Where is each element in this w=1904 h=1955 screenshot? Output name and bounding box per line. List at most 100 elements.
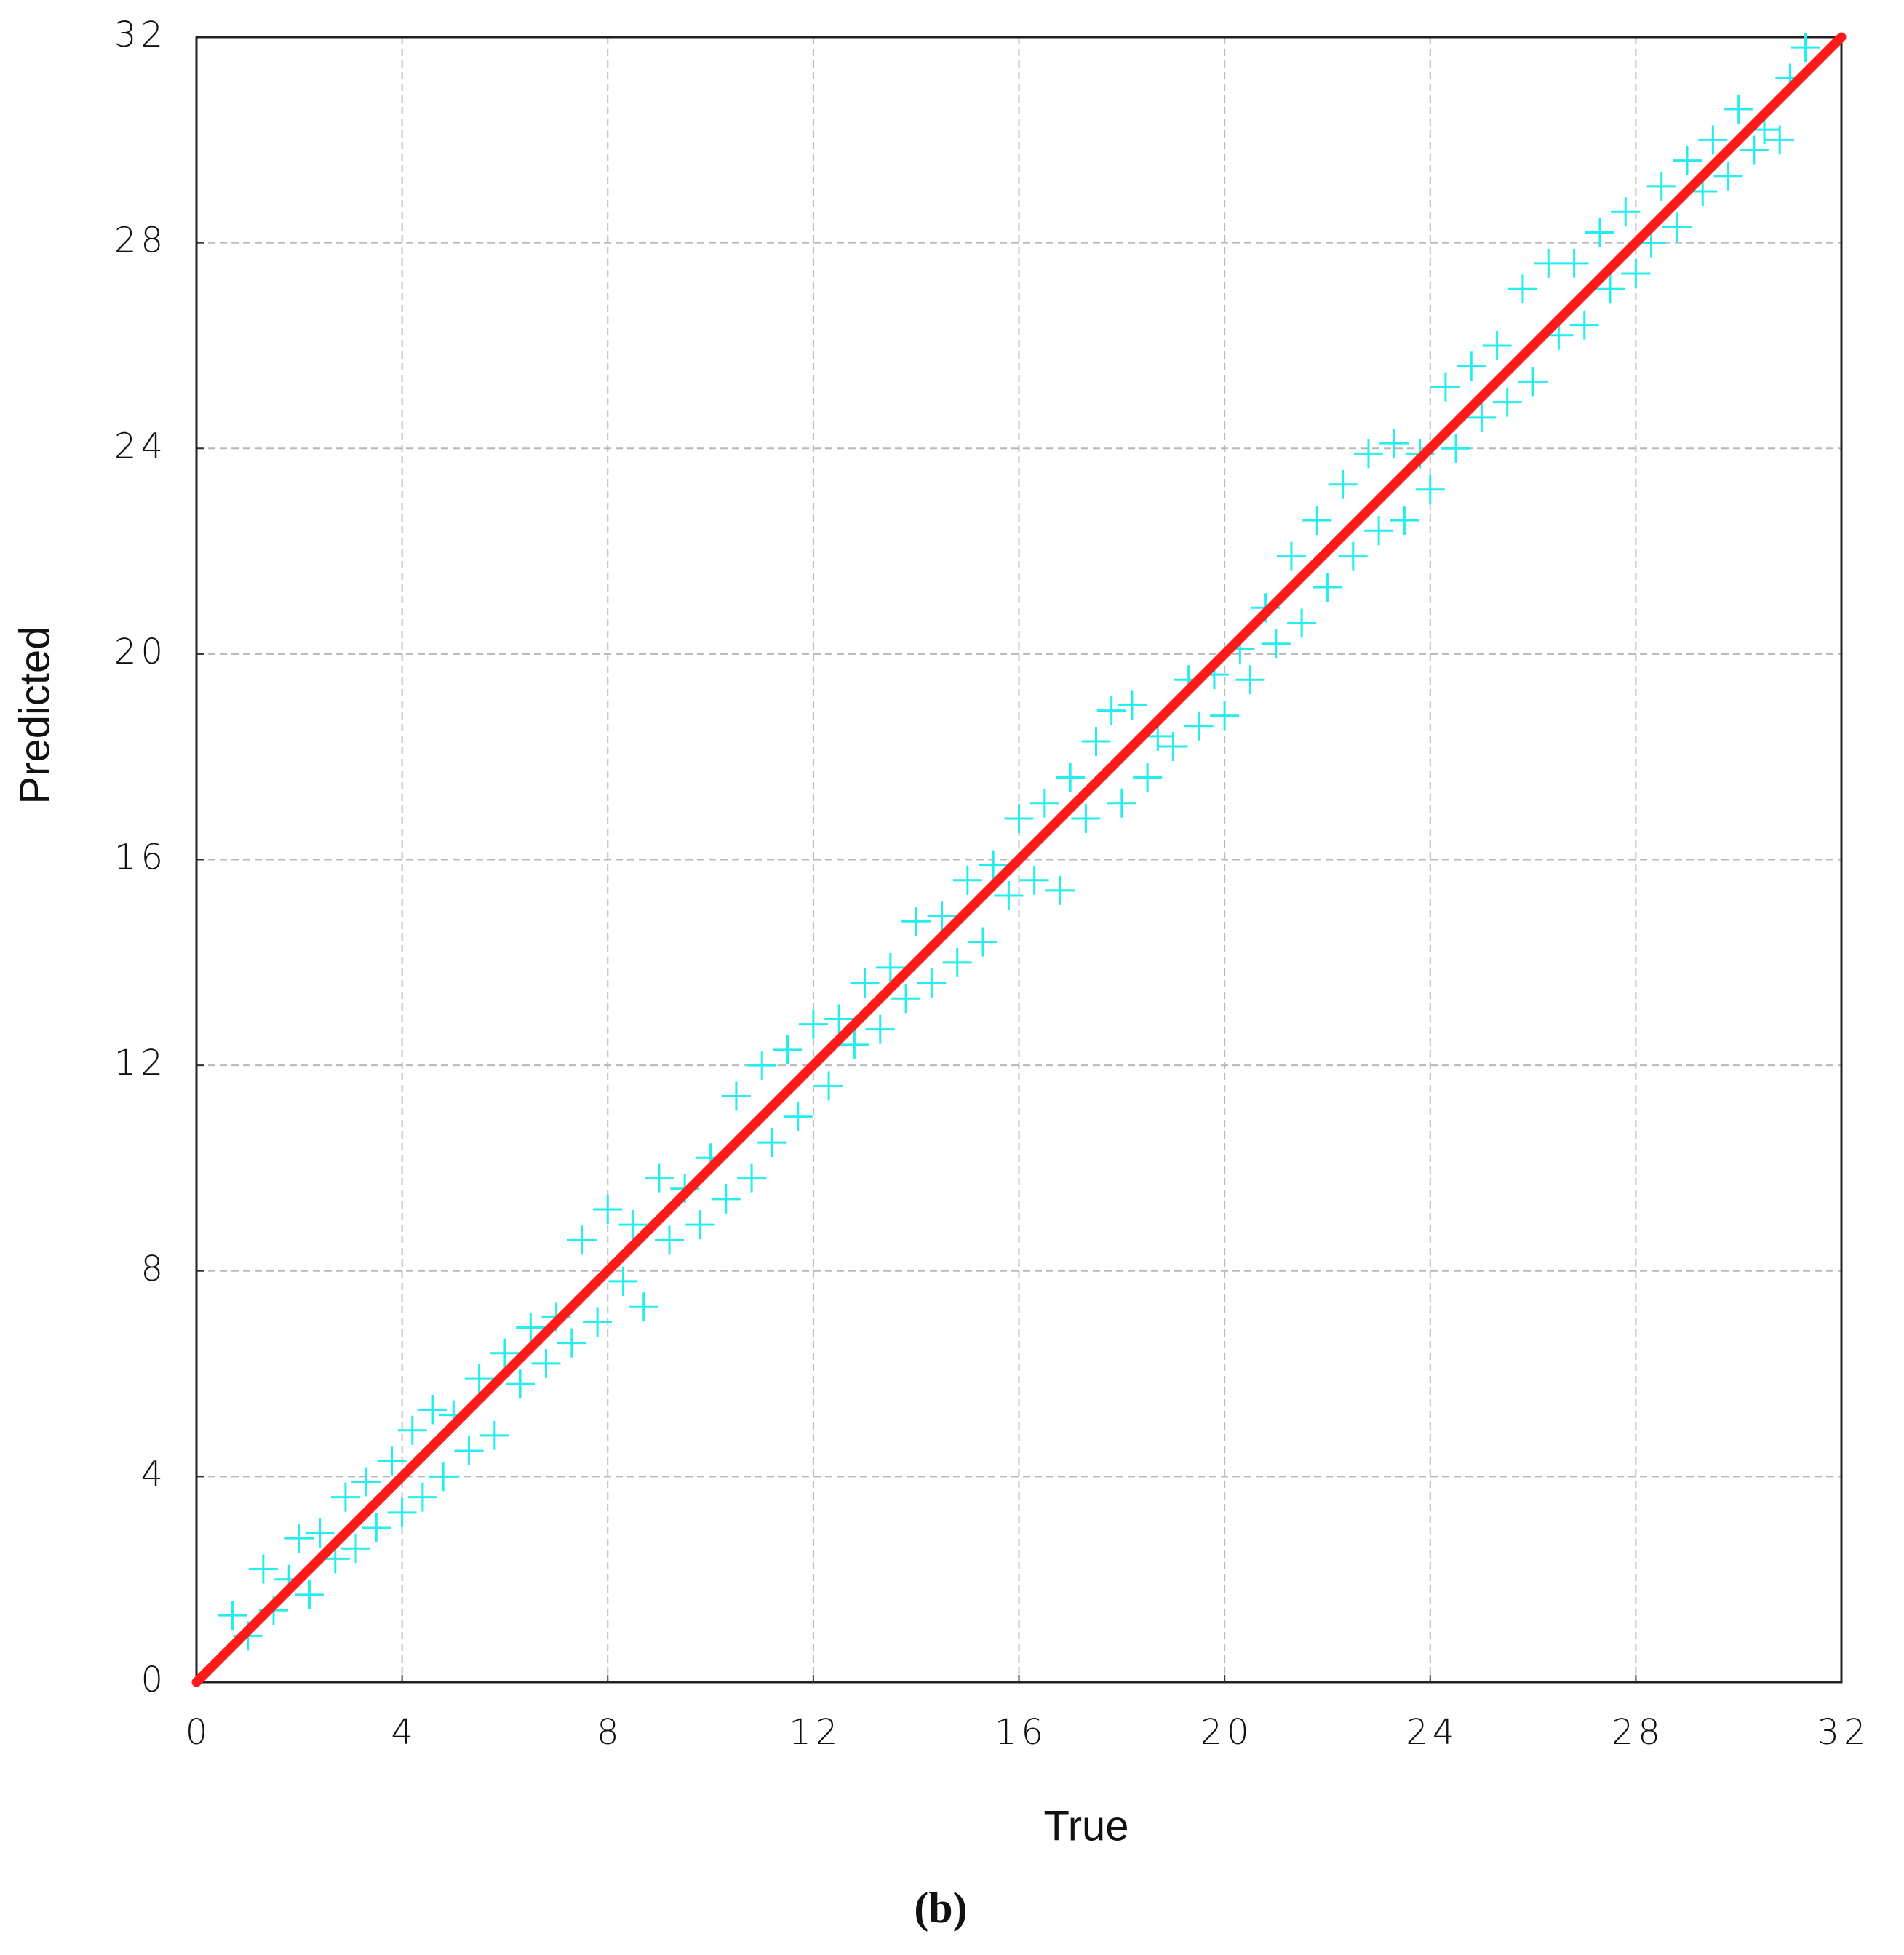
point: [1235, 665, 1265, 695]
point: [1379, 429, 1409, 458]
point: [479, 1420, 509, 1450]
point: [1507, 274, 1537, 304]
y-tick-label: 24: [114, 426, 167, 466]
point: [773, 1035, 802, 1064]
point: [407, 1482, 437, 1512]
point: [1596, 274, 1625, 304]
point: [927, 901, 957, 931]
point: [629, 1292, 658, 1322]
point: [341, 1534, 371, 1564]
plot-frame: [195, 36, 1843, 1684]
point: [1313, 573, 1342, 602]
point: [531, 1348, 561, 1378]
x-tick-label: 8: [597, 1712, 624, 1753]
point: [644, 1163, 674, 1193]
point: [1019, 865, 1049, 895]
point: [516, 1313, 546, 1342]
point: [840, 1030, 869, 1059]
x-tick-label: 4: [391, 1712, 418, 1753]
point: [1184, 711, 1214, 741]
y-tick-label: 4: [140, 1454, 167, 1494]
x-tick-label: 0: [186, 1712, 212, 1753]
y-tick-label: 32: [114, 15, 167, 55]
point: [721, 1081, 751, 1111]
point: [418, 1395, 448, 1425]
point: [1492, 387, 1522, 417]
point: [1673, 146, 1702, 175]
point: [1210, 701, 1240, 730]
point: [1585, 218, 1614, 247]
point: [1096, 696, 1126, 725]
point: [1569, 310, 1599, 340]
point: [1328, 469, 1358, 499]
x-tick-label: 24: [1406, 1712, 1459, 1753]
point: [1713, 161, 1743, 191]
x-tick-label: 28: [1612, 1712, 1665, 1753]
x-tick-label: 32: [1817, 1712, 1870, 1753]
point: [798, 1009, 828, 1039]
point: [1045, 875, 1075, 905]
point: [1390, 506, 1419, 535]
point: [1004, 803, 1034, 833]
point: [454, 1436, 484, 1466]
x-tick-label: 12: [789, 1712, 842, 1753]
point: [655, 1225, 685, 1255]
point: [814, 1071, 844, 1101]
point: [1364, 516, 1394, 546]
x-tick-label: 16: [995, 1712, 1048, 1753]
fit-line: [191, 32, 1847, 1687]
point: [490, 1338, 519, 1368]
point: [593, 1194, 623, 1224]
point: [942, 947, 972, 977]
point: [783, 1102, 813, 1131]
point: [351, 1467, 381, 1497]
point: [1457, 351, 1486, 381]
y-tick-label: 28: [114, 220, 167, 261]
point: [1765, 125, 1795, 155]
point: [557, 1328, 586, 1358]
point: [994, 880, 1024, 910]
point: [1662, 212, 1692, 242]
point: [1611, 197, 1641, 227]
point: [387, 1497, 417, 1527]
point: [1621, 259, 1651, 289]
point: [464, 1364, 494, 1394]
point: [685, 1210, 715, 1240]
point: [1646, 171, 1676, 201]
point: [1056, 763, 1086, 792]
point: [1430, 372, 1460, 402]
point: [824, 1004, 854, 1034]
point: [218, 1601, 247, 1631]
point: [1276, 541, 1306, 571]
point: [1441, 434, 1471, 463]
point: [711, 1184, 741, 1214]
caption: (b): [914, 1884, 967, 1932]
point: [1518, 367, 1548, 397]
point: [1107, 788, 1136, 818]
point: [747, 1051, 777, 1080]
point: [979, 850, 1008, 880]
point: [506, 1369, 535, 1399]
point: [305, 1518, 335, 1548]
point: [377, 1446, 407, 1476]
point: [248, 1554, 278, 1584]
point: [618, 1210, 648, 1240]
point: [1698, 125, 1728, 155]
point: [875, 952, 905, 982]
y-axis-label: Predicted: [11, 626, 58, 804]
point: [1081, 726, 1111, 756]
point: [952, 865, 982, 895]
point: [583, 1307, 613, 1337]
point: [397, 1415, 427, 1445]
point: [429, 1462, 458, 1492]
point: [1739, 135, 1769, 165]
point: [1724, 94, 1753, 124]
point: [737, 1163, 767, 1193]
point: [891, 984, 921, 1014]
point: [1482, 330, 1512, 360]
point: [362, 1513, 391, 1543]
point: [567, 1225, 597, 1255]
point: [1117, 690, 1147, 720]
y-tick-label: 0: [140, 1660, 167, 1700]
